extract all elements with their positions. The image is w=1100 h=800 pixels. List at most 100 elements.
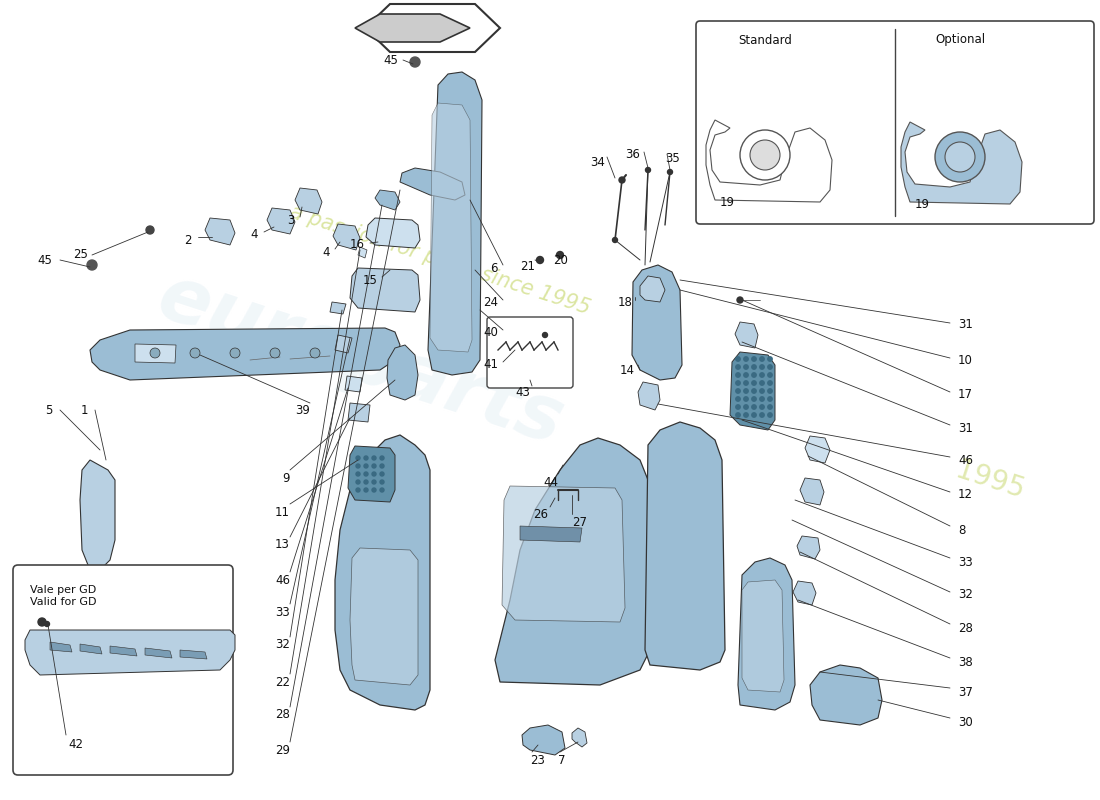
Circle shape <box>379 464 384 468</box>
Polygon shape <box>350 548 418 685</box>
Circle shape <box>744 413 748 418</box>
Circle shape <box>372 480 376 484</box>
Text: 46: 46 <box>958 454 974 466</box>
Circle shape <box>356 488 360 492</box>
Text: 32: 32 <box>958 589 972 602</box>
Circle shape <box>760 413 764 418</box>
Polygon shape <box>805 436 830 463</box>
Circle shape <box>557 251 563 258</box>
Text: 31: 31 <box>958 422 972 434</box>
Circle shape <box>379 456 384 460</box>
Circle shape <box>744 365 748 370</box>
Polygon shape <box>742 580 784 692</box>
Circle shape <box>190 348 200 358</box>
Text: 44: 44 <box>543 475 558 489</box>
Polygon shape <box>330 302 346 314</box>
Circle shape <box>356 480 360 484</box>
Text: 40: 40 <box>483 326 498 338</box>
Circle shape <box>736 365 740 370</box>
Circle shape <box>760 397 764 402</box>
Circle shape <box>751 413 756 418</box>
Text: a passion for parts since 1995: a passion for parts since 1995 <box>287 202 593 318</box>
Circle shape <box>736 357 740 362</box>
Text: europarts: europarts <box>147 260 572 460</box>
Polygon shape <box>645 422 725 670</box>
Text: 21: 21 <box>520 261 535 274</box>
Text: 22: 22 <box>275 675 290 689</box>
Text: 34: 34 <box>590 155 605 169</box>
Text: 33: 33 <box>958 555 972 569</box>
Text: 23: 23 <box>530 754 544 766</box>
Circle shape <box>356 472 360 476</box>
Circle shape <box>744 381 748 385</box>
Circle shape <box>364 488 368 492</box>
Polygon shape <box>638 382 660 410</box>
Circle shape <box>364 456 368 460</box>
Polygon shape <box>800 478 824 505</box>
Polygon shape <box>502 486 625 622</box>
Text: 36: 36 <box>625 149 640 162</box>
Circle shape <box>768 389 772 393</box>
Polygon shape <box>358 247 367 258</box>
Text: 33: 33 <box>275 606 290 618</box>
Polygon shape <box>336 435 430 710</box>
Polygon shape <box>522 725 565 755</box>
Polygon shape <box>810 665 882 725</box>
Text: 12: 12 <box>958 489 974 502</box>
Text: 19: 19 <box>915 198 930 210</box>
Text: 1995: 1995 <box>952 456 1028 504</box>
Circle shape <box>613 238 617 242</box>
Text: 19: 19 <box>720 195 735 209</box>
Text: 32: 32 <box>275 638 290 651</box>
Text: 26: 26 <box>534 509 548 522</box>
Text: 11: 11 <box>275 506 290 518</box>
Text: 28: 28 <box>275 709 290 722</box>
Text: 9: 9 <box>283 471 290 485</box>
Polygon shape <box>428 72 482 375</box>
Text: Optional: Optional <box>935 34 986 46</box>
Circle shape <box>737 297 742 303</box>
Circle shape <box>744 389 748 393</box>
Circle shape <box>372 488 376 492</box>
Circle shape <box>736 405 740 409</box>
Polygon shape <box>520 526 582 542</box>
Circle shape <box>310 348 320 358</box>
Text: 14: 14 <box>620 363 635 377</box>
Polygon shape <box>632 265 682 380</box>
Polygon shape <box>345 376 362 392</box>
Text: 18: 18 <box>618 295 632 309</box>
Polygon shape <box>730 352 776 430</box>
Circle shape <box>751 381 756 385</box>
Circle shape <box>668 170 672 174</box>
Polygon shape <box>572 728 587 747</box>
Circle shape <box>146 226 154 234</box>
Text: 24: 24 <box>483 295 498 309</box>
Polygon shape <box>901 122 1022 204</box>
Circle shape <box>760 357 764 362</box>
Circle shape <box>736 389 740 393</box>
Text: 2: 2 <box>185 234 192 246</box>
Circle shape <box>744 357 748 362</box>
Circle shape <box>751 405 756 409</box>
Text: 29: 29 <box>275 743 290 757</box>
Text: 30: 30 <box>958 715 972 729</box>
Text: 4: 4 <box>322 246 330 258</box>
Circle shape <box>736 381 740 385</box>
Polygon shape <box>735 322 758 348</box>
Polygon shape <box>366 218 420 248</box>
Circle shape <box>751 397 756 402</box>
Circle shape <box>39 618 46 626</box>
Polygon shape <box>350 268 420 312</box>
Circle shape <box>736 373 740 378</box>
Circle shape <box>751 373 756 378</box>
Circle shape <box>744 405 748 409</box>
Polygon shape <box>336 335 352 353</box>
Text: 37: 37 <box>958 686 972 698</box>
Polygon shape <box>348 446 395 502</box>
Circle shape <box>760 365 764 370</box>
Polygon shape <box>50 642 72 652</box>
Text: 10: 10 <box>958 354 972 366</box>
Circle shape <box>768 381 772 385</box>
Circle shape <box>760 389 764 393</box>
Polygon shape <box>110 646 138 656</box>
